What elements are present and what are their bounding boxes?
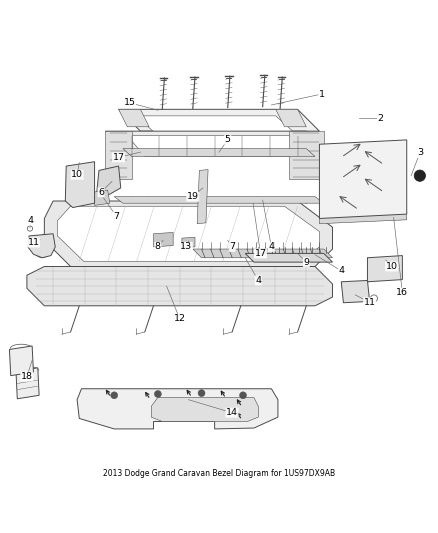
Circle shape: [176, 197, 182, 203]
Text: 14: 14: [226, 408, 238, 417]
Text: 8: 8: [155, 243, 161, 252]
Text: 6: 6: [98, 188, 104, 197]
Polygon shape: [245, 253, 332, 262]
Polygon shape: [123, 149, 315, 157]
Circle shape: [111, 392, 118, 399]
Circle shape: [240, 392, 247, 399]
Polygon shape: [114, 197, 324, 203]
Polygon shape: [106, 131, 132, 179]
Polygon shape: [153, 232, 173, 247]
Circle shape: [303, 197, 309, 203]
Polygon shape: [57, 206, 319, 261]
Polygon shape: [65, 161, 95, 207]
Text: 1: 1: [318, 90, 325, 99]
Circle shape: [240, 197, 246, 203]
Text: 16: 16: [396, 288, 408, 297]
Polygon shape: [319, 140, 407, 219]
Text: 17: 17: [254, 249, 266, 258]
Circle shape: [160, 197, 166, 203]
Polygon shape: [10, 346, 33, 376]
Circle shape: [145, 197, 151, 203]
Text: 15: 15: [124, 98, 135, 107]
Text: 3: 3: [417, 149, 423, 157]
Polygon shape: [367, 256, 403, 282]
Text: 2: 2: [378, 114, 384, 123]
Polygon shape: [27, 266, 332, 306]
Polygon shape: [16, 368, 39, 399]
Text: 2013 Dodge Grand Caravan Bezel Diagram for 1US97DX9AB: 2013 Dodge Grand Caravan Bezel Diagram f…: [103, 470, 335, 479]
Polygon shape: [77, 389, 278, 429]
Polygon shape: [197, 169, 208, 224]
Circle shape: [192, 197, 198, 203]
Circle shape: [256, 197, 262, 203]
Polygon shape: [276, 109, 306, 127]
Text: 7: 7: [229, 243, 235, 252]
Text: 12: 12: [174, 314, 186, 324]
Circle shape: [224, 197, 230, 203]
Text: 10: 10: [385, 262, 397, 271]
Polygon shape: [92, 190, 110, 205]
Circle shape: [154, 391, 161, 398]
Text: 18: 18: [21, 372, 33, 381]
Polygon shape: [341, 280, 370, 303]
Polygon shape: [119, 109, 319, 131]
Text: 7: 7: [113, 212, 120, 221]
Polygon shape: [319, 212, 407, 224]
Text: 19: 19: [187, 192, 199, 201]
Circle shape: [414, 170, 426, 181]
Polygon shape: [289, 131, 324, 179]
Circle shape: [198, 390, 205, 397]
Text: 4: 4: [268, 243, 274, 252]
Text: 11: 11: [364, 298, 376, 307]
Polygon shape: [193, 249, 332, 258]
Text: 4: 4: [28, 216, 33, 225]
Text: 9: 9: [304, 257, 309, 266]
Text: 10: 10: [71, 171, 83, 179]
Circle shape: [272, 197, 278, 203]
Polygon shape: [97, 166, 121, 197]
Circle shape: [208, 197, 214, 203]
Text: 4: 4: [255, 276, 261, 285]
Polygon shape: [182, 237, 195, 248]
Text: 4: 4: [338, 266, 344, 276]
Text: 11: 11: [28, 238, 39, 247]
Polygon shape: [127, 135, 306, 157]
Circle shape: [129, 197, 135, 203]
Polygon shape: [28, 234, 55, 258]
Circle shape: [287, 197, 293, 203]
Text: 13: 13: [180, 243, 192, 252]
Text: 17: 17: [113, 153, 124, 162]
Polygon shape: [151, 398, 258, 422]
Polygon shape: [106, 131, 324, 153]
Polygon shape: [44, 201, 332, 266]
Text: 5: 5: [225, 135, 231, 144]
Polygon shape: [119, 109, 149, 127]
Polygon shape: [136, 116, 297, 135]
